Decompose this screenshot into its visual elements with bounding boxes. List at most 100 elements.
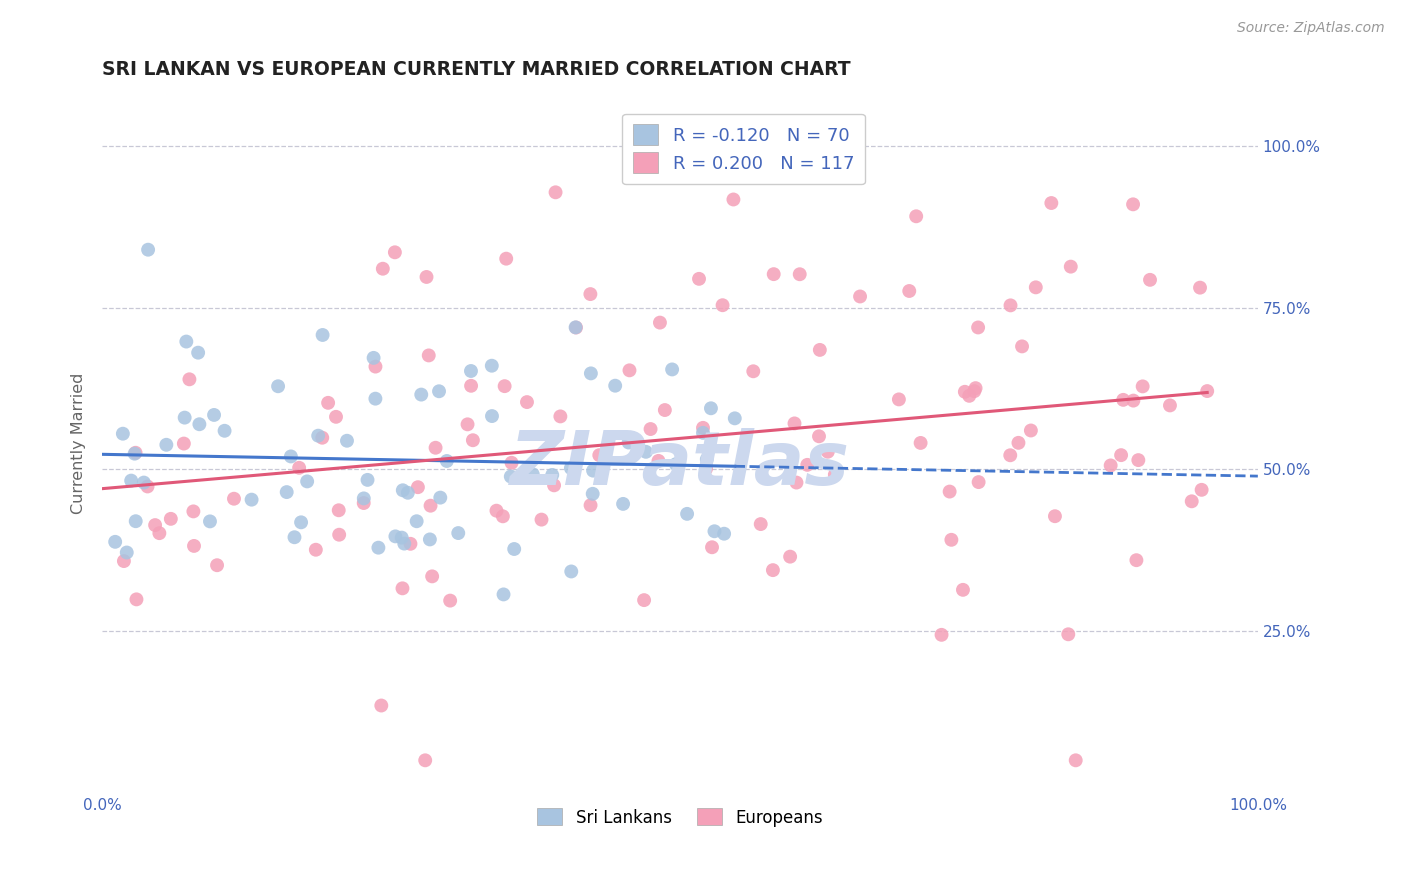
Point <box>530 513 553 527</box>
Point <box>214 424 236 438</box>
Point <box>582 487 605 501</box>
Point <box>516 395 538 409</box>
Point <box>952 582 974 597</box>
Point <box>124 447 146 461</box>
Point <box>661 362 683 376</box>
Point <box>1125 553 1147 567</box>
Point <box>1181 494 1204 508</box>
Point <box>367 541 389 555</box>
Point <box>267 379 290 393</box>
Point <box>762 563 785 577</box>
Point <box>316 396 339 410</box>
Point <box>688 272 710 286</box>
Point <box>173 436 195 450</box>
Point <box>173 410 195 425</box>
Point <box>481 359 503 373</box>
Point <box>634 445 657 459</box>
Point <box>695 462 717 476</box>
Point <box>384 529 406 543</box>
Point <box>457 417 479 432</box>
Point <box>565 320 588 334</box>
Point <box>394 536 416 550</box>
Point <box>179 372 201 386</box>
Point <box>1099 458 1122 473</box>
Legend: Sri Lankans, Europeans: Sri Lankans, Europeans <box>530 802 830 833</box>
Point <box>824 467 846 482</box>
Point <box>762 267 785 281</box>
Point <box>1025 280 1047 294</box>
Point <box>931 628 953 642</box>
Point <box>413 753 436 767</box>
Point <box>295 475 318 489</box>
Point <box>125 514 148 528</box>
Point <box>419 533 441 547</box>
Point <box>1109 448 1132 462</box>
Point <box>328 527 350 541</box>
Point <box>941 533 963 547</box>
Point <box>439 593 461 607</box>
Point <box>1011 339 1033 353</box>
Point <box>405 514 427 528</box>
Point <box>125 592 148 607</box>
Point <box>494 379 516 393</box>
Point <box>120 474 142 488</box>
Point <box>411 387 433 401</box>
Point <box>779 549 801 564</box>
Point <box>742 364 765 378</box>
Point <box>849 289 872 303</box>
Point <box>461 434 484 448</box>
Point <box>1000 448 1022 462</box>
Point <box>692 425 714 440</box>
Point <box>967 320 990 334</box>
Point <box>612 497 634 511</box>
Point <box>550 409 572 424</box>
Point <box>703 524 725 539</box>
Point <box>617 435 640 450</box>
Y-axis label: Currently Married: Currently Married <box>72 373 86 514</box>
Point <box>967 475 990 489</box>
Point <box>582 464 605 478</box>
Point <box>425 441 447 455</box>
Point <box>633 593 655 607</box>
Point <box>1191 483 1213 497</box>
Point <box>460 364 482 378</box>
Point <box>371 261 394 276</box>
Point <box>953 384 976 399</box>
Point <box>963 384 986 399</box>
Point <box>817 444 839 458</box>
Point <box>654 403 676 417</box>
Point <box>808 429 831 443</box>
Point <box>713 526 735 541</box>
Point <box>543 478 565 492</box>
Point <box>311 328 333 343</box>
Point <box>136 243 159 257</box>
Point <box>783 417 806 431</box>
Point <box>276 485 298 500</box>
Point <box>1007 435 1029 450</box>
Point <box>159 512 181 526</box>
Point <box>406 480 429 494</box>
Point <box>579 287 602 301</box>
Point <box>370 698 392 713</box>
Point <box>364 392 387 406</box>
Point <box>560 565 582 579</box>
Point <box>396 485 419 500</box>
Point <box>136 479 159 493</box>
Point <box>711 298 734 312</box>
Point <box>240 492 263 507</box>
Point <box>124 446 146 460</box>
Point <box>640 422 662 436</box>
Point <box>391 531 413 545</box>
Point <box>418 348 440 362</box>
Point <box>307 428 329 442</box>
Point <box>198 515 221 529</box>
Point <box>1122 393 1144 408</box>
Point <box>364 359 387 374</box>
Point <box>290 516 312 530</box>
Point <box>1189 280 1212 294</box>
Point <box>676 507 699 521</box>
Point <box>564 320 586 334</box>
Point <box>485 504 508 518</box>
Point <box>325 409 347 424</box>
Point <box>495 252 517 266</box>
